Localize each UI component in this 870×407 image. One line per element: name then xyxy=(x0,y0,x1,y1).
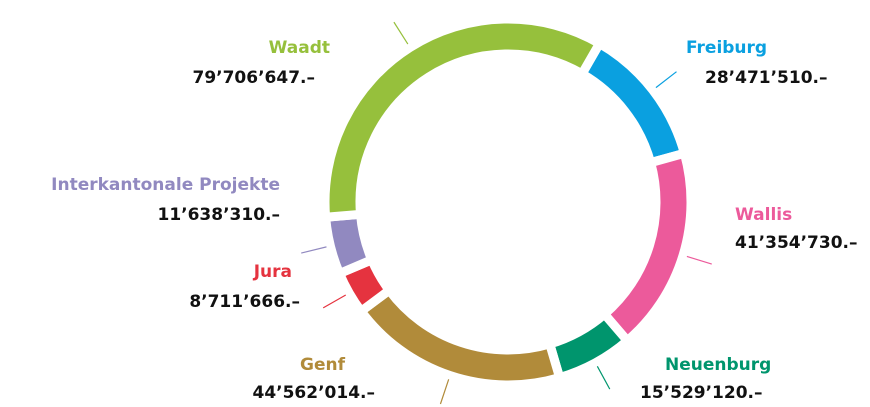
segment-name: Neuenburg xyxy=(665,355,771,375)
segment-name: Jura xyxy=(253,262,292,282)
segment-name: Genf xyxy=(300,355,346,375)
leader-line xyxy=(322,294,347,309)
leader-line xyxy=(393,21,409,45)
leader-line xyxy=(596,365,611,390)
segment-value: 41’354’730.– xyxy=(735,233,858,253)
donut-segment xyxy=(320,209,378,280)
segment-name: Interkantonale Projekte xyxy=(51,175,280,195)
segment-name: Freiburg xyxy=(686,38,767,58)
segment-value: 79’706’647.– xyxy=(192,68,315,88)
segment-name: Wallis xyxy=(735,205,792,225)
donut-segment xyxy=(598,147,696,348)
donut-segment xyxy=(354,284,566,390)
segment-name: Waadt xyxy=(269,38,330,58)
segment-value: 44’562’014.– xyxy=(252,383,375,403)
leader-line xyxy=(439,379,450,405)
segment-value: 28’471’510.– xyxy=(705,68,828,88)
leader-line xyxy=(686,255,712,265)
segment-value: 11’638’310.– xyxy=(157,205,280,225)
segment-value: 8’711’666.– xyxy=(189,292,300,312)
donut-segment xyxy=(320,14,606,223)
leader-line xyxy=(301,246,327,254)
leader-line xyxy=(655,71,677,89)
segment-value: 15’529’120.– xyxy=(640,383,763,403)
donut-segment xyxy=(575,37,690,169)
